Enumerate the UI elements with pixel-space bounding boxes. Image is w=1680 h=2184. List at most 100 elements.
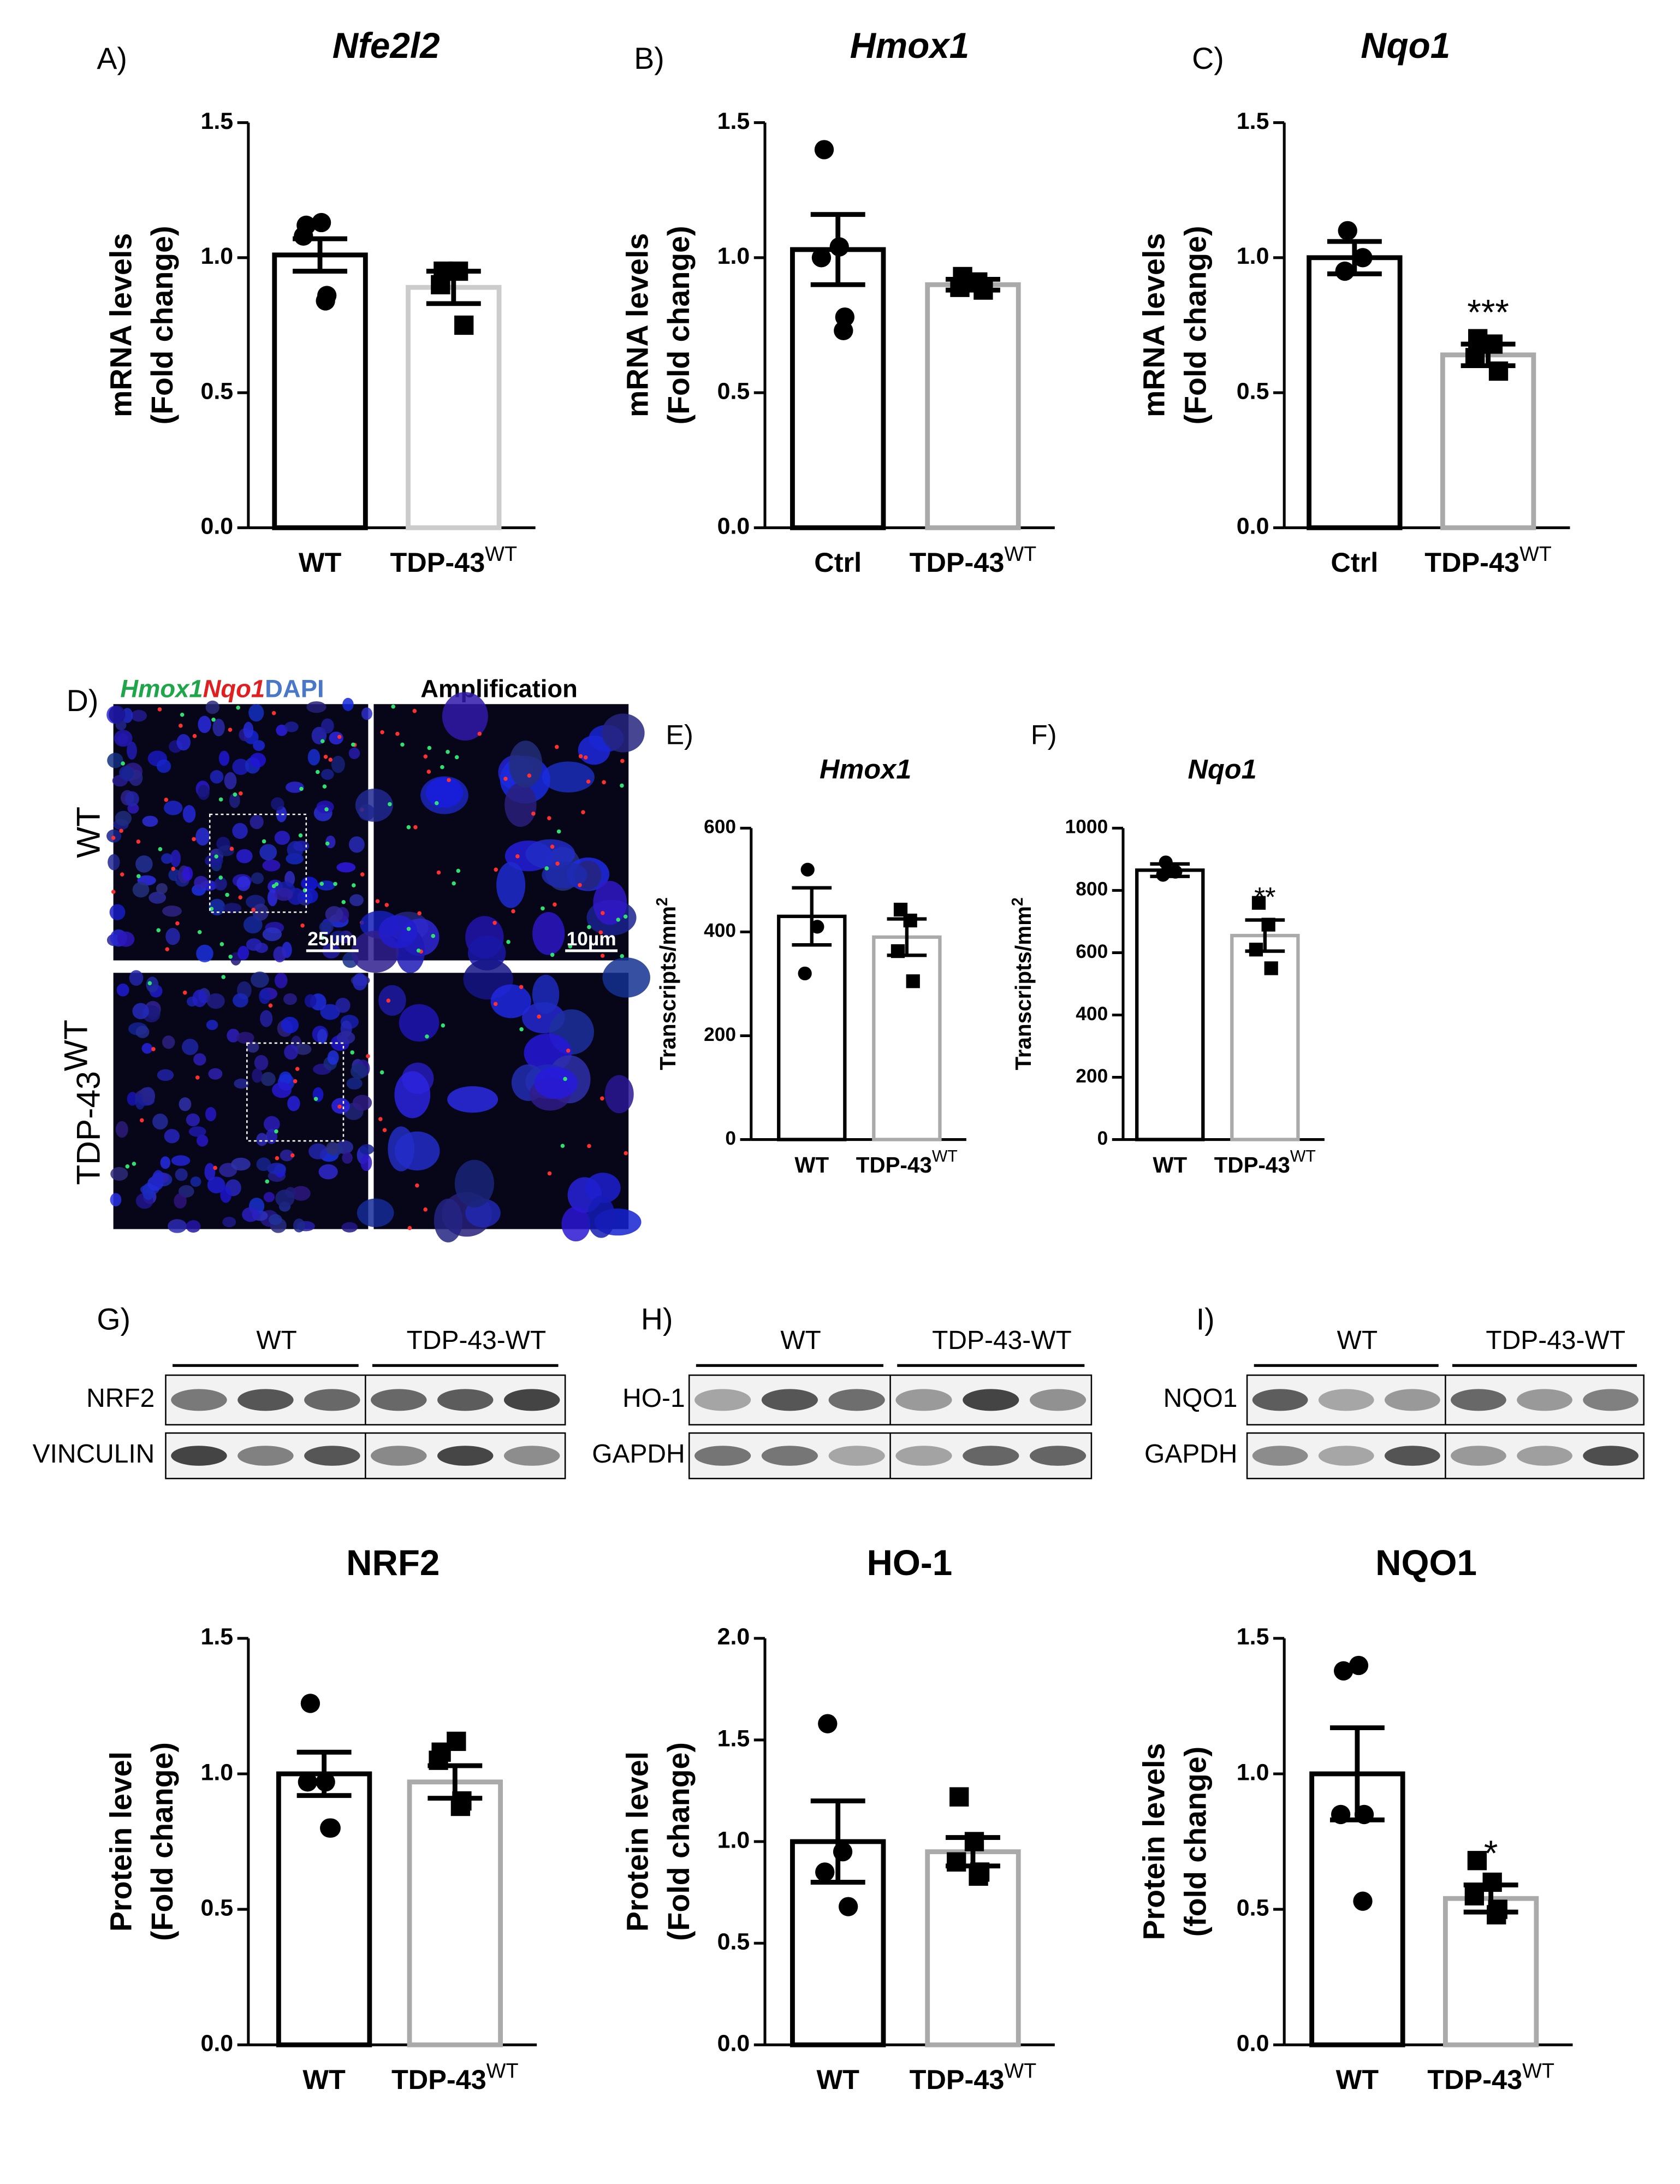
nucleus (331, 755, 345, 773)
transcript-dot (158, 847, 163, 851)
data-point (1467, 1851, 1487, 1871)
y-axis-label: Protein level (621, 1751, 655, 1932)
transcript-dot (251, 908, 256, 912)
transcript-dot (298, 833, 303, 838)
data-point (810, 920, 824, 934)
data-point (906, 974, 920, 989)
transcript-dot (120, 872, 124, 877)
nucleus (271, 797, 284, 811)
bar (1307, 255, 1403, 530)
nucleus (110, 1167, 128, 1181)
category-sup: WT (1522, 2060, 1554, 2083)
nucleus (223, 903, 242, 914)
y-tick-label: 1.0 (200, 243, 233, 269)
transcript-dot (519, 985, 524, 990)
nucleus (329, 731, 343, 745)
nucleus (496, 862, 526, 908)
panel-label: G) (97, 1303, 130, 1336)
transcript-dot (583, 755, 588, 760)
nucleus (182, 866, 193, 881)
transcript-dot (492, 921, 497, 925)
nucleus (293, 1218, 305, 1233)
nucleus (260, 1010, 273, 1027)
nucleus (542, 861, 587, 889)
transcript-dot (319, 881, 324, 886)
transcript-dot (568, 944, 573, 949)
category: TDP-43 (391, 2064, 486, 2095)
transcript-dot (620, 759, 625, 763)
transcript-dot (454, 755, 459, 760)
nucleus (561, 1206, 591, 1242)
data-point (949, 1787, 969, 1807)
category: Ctrl (814, 547, 862, 578)
nucleus (534, 1067, 578, 1099)
category-sup: WT (1290, 1147, 1316, 1165)
y-axis-label: (Fold change) (1178, 226, 1212, 425)
nucleus (248, 703, 264, 722)
transcript-dot (156, 928, 161, 933)
row-label: WT (69, 807, 106, 858)
bar (406, 285, 502, 530)
nucleus (251, 971, 269, 988)
y-axis-label: (Fold change) (145, 1742, 179, 1941)
bar (925, 282, 1021, 530)
nucleus (114, 730, 133, 747)
nucleus (255, 943, 268, 953)
y-axis-label-sup: 2 (653, 897, 670, 906)
nucleus (157, 1069, 174, 1081)
y-tick-label: 1.5 (200, 108, 233, 134)
y-axis-label: mRNA levels (104, 233, 138, 417)
nucleus (233, 993, 248, 1008)
transcript-dot (195, 1075, 200, 1080)
nucleus (283, 993, 297, 1005)
nucleus (320, 1004, 340, 1020)
transcript-dot (351, 742, 355, 747)
blot-group: TDP-43-WT (932, 1326, 1072, 1355)
blot-band (437, 1389, 494, 1411)
transcript-dot (493, 1002, 498, 1007)
blot-band (503, 1389, 560, 1411)
transcript-dot (192, 837, 196, 842)
x-tick-label: TDP-43WT (1214, 1147, 1316, 1177)
nucleus (426, 777, 464, 808)
transcript-dot (379, 1070, 384, 1075)
x-tick-label: TDP-43WT (910, 543, 1037, 578)
nucleus (342, 1152, 353, 1164)
channel: Hmox1 (120, 675, 203, 703)
y-axis-label-text: (Fold change) (145, 1742, 179, 1941)
transcript-dot (236, 705, 240, 710)
nucleus (194, 875, 209, 890)
transcript-dot (328, 757, 333, 762)
blot-band (437, 1446, 494, 1466)
nucleus (179, 1097, 192, 1111)
transcript-dot (384, 903, 389, 907)
transcript-dot (125, 1164, 130, 1169)
data-point (1331, 1804, 1351, 1825)
transcript-dot (165, 947, 170, 951)
transcript-dot (587, 1144, 591, 1149)
nucleus (279, 1071, 292, 1085)
nucleus (532, 912, 565, 955)
nucleus (318, 1164, 338, 1180)
nucleus (378, 985, 406, 1016)
transcript-dot (531, 812, 536, 816)
error-bar (810, 1798, 865, 1885)
data-point (1335, 261, 1355, 281)
micrograph (110, 970, 375, 1233)
transcript-dot (136, 839, 141, 844)
nucleus (132, 881, 150, 898)
data-point (947, 1852, 966, 1872)
blot-row-label: NRF2 (86, 1384, 155, 1413)
nucleus (231, 1157, 251, 1171)
transcript-dot (323, 754, 328, 759)
blot-band (1583, 1389, 1639, 1411)
data-point (1465, 348, 1485, 368)
nucleus (192, 990, 207, 1008)
y-tick-label: 0.0 (717, 2031, 750, 2057)
transcript-dot (434, 801, 439, 806)
transcript-dot (541, 906, 545, 911)
nucleus (602, 957, 650, 998)
panel-label: D) (67, 684, 99, 718)
nucleus (265, 1129, 277, 1144)
transcript-dot (395, 731, 400, 736)
